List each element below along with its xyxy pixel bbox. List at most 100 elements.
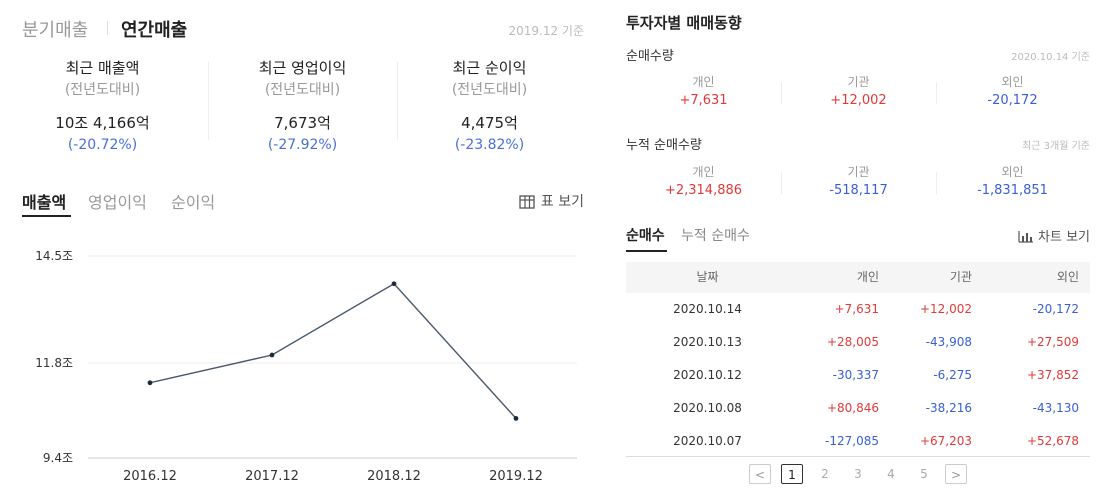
summary-operating-profit: 최근 영업이익 (전년도대비) 7,673억 (-27.92%) [209,58,396,154]
tab-annual-sales[interactable]: 연간매출 [121,20,188,41]
series-line [149,282,517,419]
x-tick-label: 2019.12 [489,469,543,484]
cell-institution: -43,908 [925,335,972,349]
cum-foreign: 외인 -1,831,851 [935,164,1090,200]
cell-date: 2020.10.08 [673,401,742,415]
cell-date: 2020.10.07 [673,434,742,448]
summary-change: (-27.92%) [267,137,338,153]
header-date: 날짜 [696,270,719,284]
cell-institution: -6,275 [933,368,972,382]
header-institution: 기관 [949,270,972,284]
revenue-line-chart: 14.5조 11.8조 9.4조 2016.12 2017.12 2018.12 2019.… [35,249,577,484]
table-icon [519,195,535,209]
net-buy-label: 순매수량 [626,49,674,64]
table-bottom-border [626,456,1090,457]
table-header: 날짜 개인 기관 외인 [626,262,1090,293]
summary-net-income: 최근 순이익 (전년도대비) 4,475억 (-23.82%) [396,58,583,154]
cell-individual: +80,846 [826,401,879,415]
chart-view-button[interactable]: 차트 보기 [1018,226,1090,245]
cell-institution: +12,002 [919,302,972,316]
summary-value: 4,475억 [461,114,518,132]
x-tick-label: 2017.12 [245,469,299,484]
net-buy-date: 2020.10.14 기준 [1011,52,1090,63]
bar-chart-icon [1018,231,1034,243]
x-tick-label: 2016.12 [123,469,177,484]
investor-value: -518,117 [829,183,888,198]
cell-individual: -30,337 [832,368,879,382]
tab-quarterly-sales[interactable]: 분기매출 [22,20,89,41]
data-point [513,415,519,421]
cell-institution: -38,216 [925,401,972,415]
tab-net-income[interactable]: 순이익 [171,193,216,212]
cum-individual: 개인 +2,314,886 [626,164,781,200]
cell-individual: +28,005 [826,335,879,349]
summary-change: (-23.82%) [454,137,525,153]
cell-divider [781,172,782,194]
investor-name: 외인 [1001,165,1024,179]
summary-sub: (전년도대비) [451,82,528,98]
net-foreign: 외인 -20,172 [935,74,1090,110]
table-view-button[interactable]: 표 보기 [519,191,584,211]
data-point [391,281,397,287]
cum-institution: 기관 -518,117 [781,164,936,200]
table-row: 2020.10.12 -30,337 -6,275 +37,852 [626,359,1090,392]
summary-sub: (전년도대비) [64,82,141,98]
investor-trend-title: 투자자별 매매동향 [626,14,742,32]
y-tick-label: 11.8조 [35,356,73,370]
summary-divider [397,62,398,140]
active-tab-underline [22,215,71,217]
cell-date: 2020.10.13 [673,335,742,349]
investor-name: 개인 [692,165,715,179]
investor-name: 기관 [847,165,870,179]
investor-value: -1,831,851 [977,183,1048,198]
table-row: 2020.10.13 +28,005 -43,908 +27,509 [626,326,1090,359]
pager-page-3[interactable]: 3 [854,467,862,481]
cell-divider [936,82,937,104]
cumulative-net-buy-label: 누적 순매수량 [626,138,702,153]
tab-revenue[interactable]: 매출액 [22,193,67,212]
summary-title: 최근 매출액 [65,59,140,77]
table-row: 2020.10.07 -127,085 +67,203 +52,678 [626,425,1090,458]
cell-foreign: -43,130 [1032,401,1079,415]
table-row: 2020.10.08 +80,846 -38,216 -43,130 [626,392,1090,425]
cell-divider [781,82,782,104]
tab-operating-profit[interactable]: 영업이익 [88,193,147,212]
tab-divider [107,21,108,35]
cell-institution: +67,203 [919,434,972,448]
data-point [147,380,153,386]
cell-divider [936,172,937,194]
cell-foreign: +27,509 [1026,335,1079,349]
table-row: 2020.10.14 +7,631 +12,002 -20,172 [626,293,1090,326]
pager-prev-button[interactable]: < [749,464,771,484]
investor-name: 기관 [847,75,870,89]
pager-page-5[interactable]: 5 [920,467,928,481]
cell-date: 2020.10.12 [673,368,742,382]
pager-next-button[interactable]: > [945,464,967,484]
x-tick-label: 2018.12 [367,469,421,484]
investor-name: 외인 [1001,75,1024,89]
header-individual: 개인 [856,270,879,284]
summary-title: 최근 순이익 [452,59,527,77]
chart-view-label: 차트 보기 [1038,230,1090,245]
y-tick-label: 14.5조 [35,249,73,263]
cell-foreign: -20,172 [1032,302,1079,316]
pager-page-1[interactable]: 1 [781,464,803,484]
y-tick-label: 9.4조 [43,451,73,465]
tab-net-buy[interactable]: 순매수 [626,228,665,244]
net-institution: 기관 +12,002 [781,74,936,110]
cell-individual: +7,631 [834,302,879,316]
cell-individual: -127,085 [825,434,879,448]
summary-value: 10조 4,166억 [55,114,150,132]
tab-cumulative-net-buy[interactable]: 누적 순매수 [681,228,750,244]
summary-divider [208,62,209,140]
data-point [269,352,275,358]
investor-value: +12,002 [830,93,887,108]
net-individual: 개인 +7,631 [626,74,781,110]
cell-foreign: +37,852 [1026,368,1079,382]
summary-sub: (전년도대비) [264,82,341,98]
investor-value: -20,172 [987,93,1038,108]
investor-name: 개인 [692,75,715,89]
pager-page-4[interactable]: 4 [887,467,895,481]
base-date: 2019.12 기준 [508,24,584,38]
pager-page-2[interactable]: 2 [821,467,829,481]
